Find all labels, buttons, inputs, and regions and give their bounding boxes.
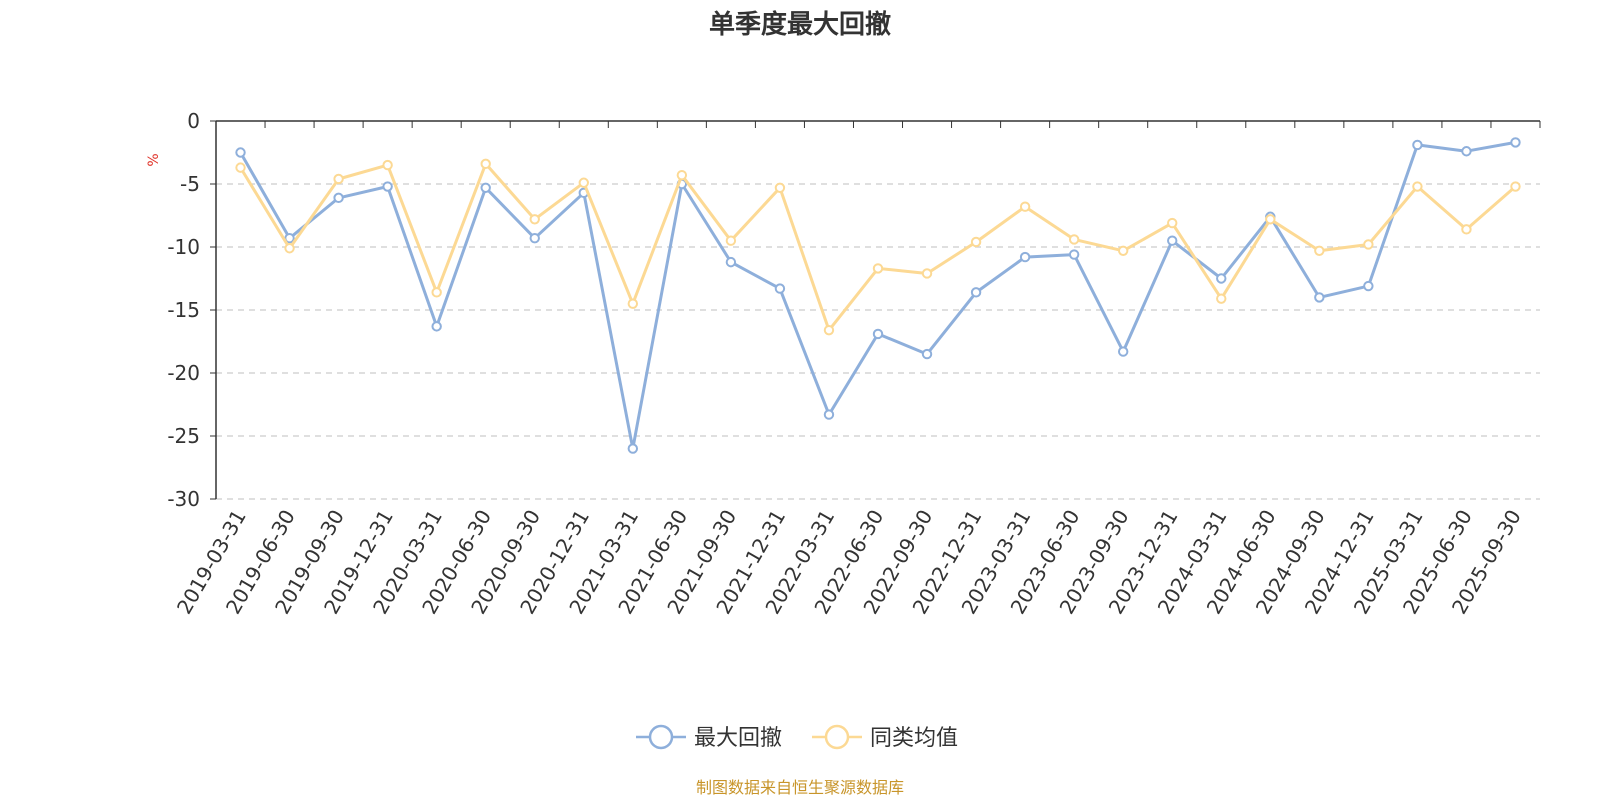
data-point[interactable] — [1510, 181, 1521, 192]
data-point[interactable] — [480, 158, 491, 170]
data-point[interactable] — [1068, 234, 1080, 245]
legend-label: 最大回撤 — [694, 726, 782, 751]
data-point[interactable] — [1461, 146, 1472, 157]
y-tick-label: -25 — [167, 424, 200, 448]
data-point[interactable] — [431, 321, 442, 332]
legend-item-2[interactable]: 同类均值 — [812, 724, 958, 751]
y-axis-unit: % — [146, 153, 162, 166]
data-point[interactable] — [1363, 280, 1374, 292]
data-point[interactable] — [1216, 293, 1227, 304]
chart-title: 单季度最大回撤 — [709, 9, 891, 40]
data-point[interactable] — [578, 177, 589, 188]
legend-marker-icon — [824, 724, 850, 750]
data-point[interactable] — [1167, 217, 1178, 229]
data-point[interactable] — [970, 236, 982, 248]
data-point[interactable] — [333, 173, 344, 185]
data-point[interactable] — [235, 162, 246, 173]
legend-item-1[interactable]: 最大回撤 — [636, 724, 782, 751]
data-point[interactable] — [774, 283, 786, 294]
data-point[interactable] — [235, 147, 246, 158]
data-point[interactable] — [1412, 139, 1423, 151]
data-point[interactable] — [529, 232, 540, 244]
data-point[interactable] — [725, 235, 737, 246]
data-point[interactable] — [823, 324, 835, 336]
data-point[interactable] — [970, 287, 982, 298]
y-tick-label: -30 — [167, 487, 200, 511]
series-line — [239, 140, 1516, 451]
data-point[interactable] — [1363, 239, 1374, 250]
data-point[interactable] — [1117, 346, 1129, 357]
legend[interactable]: 最大回撤 同类均值 — [636, 724, 958, 751]
y-tick-label: -15 — [167, 298, 200, 322]
data-point[interactable] — [1510, 137, 1521, 148]
legend-marker-icon — [648, 724, 674, 750]
data-point[interactable] — [1314, 292, 1325, 303]
data-point[interactable] — [1117, 245, 1129, 256]
data-point[interactable] — [1167, 235, 1178, 246]
y-tick-label: -5 — [180, 172, 200, 196]
data-point[interactable] — [529, 214, 540, 225]
data-point[interactable] — [872, 328, 884, 340]
legend-label: 同类均值 — [870, 726, 958, 751]
grid-lines — [216, 183, 1540, 500]
data-point[interactable] — [382, 181, 393, 192]
data-point[interactable] — [480, 182, 491, 193]
series-1 — [235, 137, 1521, 454]
data-point[interactable] — [725, 256, 737, 268]
data-point[interactable] — [431, 287, 442, 298]
data-point[interactable] — [1068, 249, 1080, 260]
y-axis-ticks: 0 -5 -10 -15 -20 -25 -30 — [167, 109, 216, 511]
data-point[interactable] — [1019, 251, 1031, 263]
series-group — [235, 137, 1521, 454]
data-point[interactable] — [284, 243, 295, 254]
data-point[interactable] — [676, 169, 688, 181]
data-point[interactable] — [382, 159, 393, 171]
data-point[interactable] — [1019, 201, 1031, 212]
data-point[interactable] — [627, 298, 639, 309]
data-point[interactable] — [921, 348, 933, 360]
data-point[interactable] — [1461, 224, 1472, 235]
y-tick-label: -20 — [167, 361, 200, 385]
data-point[interactable] — [1412, 181, 1423, 192]
data-point[interactable] — [921, 268, 933, 279]
data-point[interactable] — [1314, 245, 1325, 256]
data-point[interactable] — [333, 192, 344, 204]
data-point[interactable] — [1216, 273, 1227, 284]
data-point[interactable] — [774, 182, 786, 193]
y-tick-label: 0 — [187, 109, 200, 133]
source-note: 制图数据来自恒生聚源数据库 — [696, 778, 904, 797]
y-tick-label: -10 — [167, 235, 200, 259]
data-point[interactable] — [872, 263, 884, 274]
data-point[interactable] — [823, 409, 835, 420]
series-2 — [235, 158, 1521, 336]
data-point[interactable] — [284, 232, 295, 244]
data-point[interactable] — [1265, 214, 1276, 225]
data-point[interactable] — [627, 443, 639, 454]
